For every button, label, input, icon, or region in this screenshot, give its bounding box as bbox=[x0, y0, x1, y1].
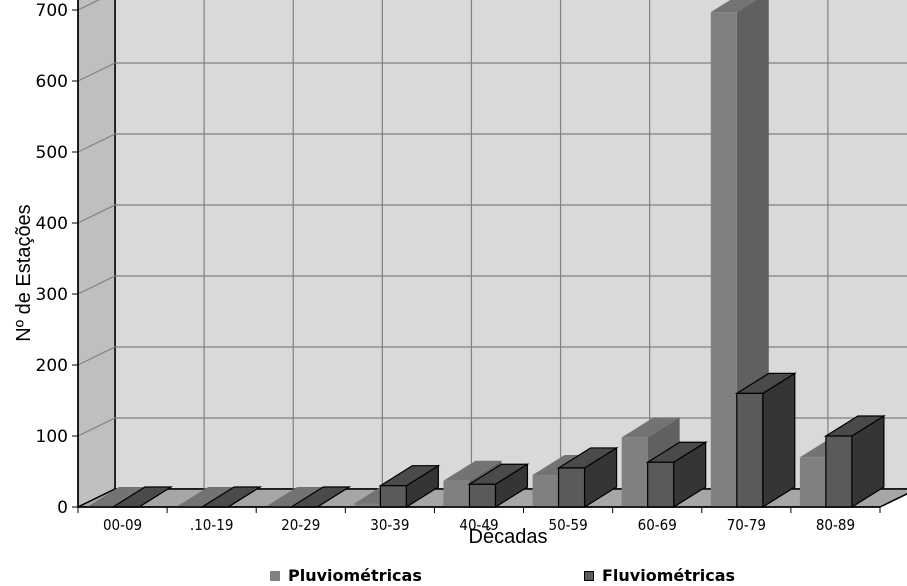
bar-pluviometricas-20-29 bbox=[265, 487, 324, 507]
bar-fluviometricas-60-69 bbox=[645, 441, 708, 509]
y-tick-label: 200 bbox=[36, 356, 68, 376]
y-tick-label: 500 bbox=[36, 143, 68, 163]
legend-swatch-fluviometricas bbox=[584, 570, 594, 581]
y-tick-label: 300 bbox=[36, 285, 68, 305]
x-tick-label: 60-69 bbox=[638, 516, 677, 534]
x-tick-label: 40-49 bbox=[459, 516, 498, 534]
bar-fluviometricas-30-39 bbox=[378, 464, 441, 509]
bars bbox=[87, 0, 886, 509]
x-tick-label: 70-79 bbox=[727, 516, 766, 534]
bar-fluviometricas-40-49 bbox=[467, 463, 530, 509]
x-axis-title: Décadas bbox=[469, 526, 548, 548]
x-tick-label: .10-19 bbox=[190, 516, 234, 534]
legend-label-pluviometricas: Pluviométricas bbox=[288, 566, 422, 585]
y-tick-label: 100 bbox=[36, 427, 68, 447]
bar-fluviometricas-70-79 bbox=[734, 372, 797, 509]
bar-chart-3d: 0100200300400500600700800 00-09.10-1920-… bbox=[13, 0, 907, 548]
bar-fluviometricas-50-59 bbox=[556, 446, 619, 509]
legend: Pluviométricas Fluviométricas bbox=[0, 566, 907, 586]
y-tick-label: 0 bbox=[57, 498, 68, 518]
x-tick-labels: 00-09 .10-19 20-29 30-39 40-49 50-59 60-69 70-7… bbox=[77, 0, 881, 534]
x-tick-label: 00-09 bbox=[103, 516, 142, 534]
bar-fluviometricas-80-89 bbox=[823, 414, 886, 509]
legend-label-fluviometricas: Fluviométricas bbox=[602, 566, 736, 585]
x-tick-label: 80-89 bbox=[816, 516, 855, 534]
legend-swatch-pluviometricas bbox=[270, 570, 280, 581]
legend-item-pluviometricas: Pluviométricas bbox=[270, 566, 422, 585]
bar-pluviometricas-00-09 bbox=[87, 487, 145, 507]
x-tick-label: 20-29 bbox=[281, 516, 320, 534]
grid-line-y bbox=[77, 0, 100, 11]
y-axis-title: Nº de Estações bbox=[13, 204, 35, 341]
y-tick-label: 400 bbox=[36, 214, 68, 234]
x-tick-label: 50-59 bbox=[549, 516, 588, 534]
y-tick-label: 700 bbox=[36, 1, 68, 21]
x-tick-label: 30-39 bbox=[370, 516, 409, 534]
side-wall bbox=[77, 0, 116, 509]
grid-lines bbox=[77, 0, 907, 489]
legend-item-fluviometricas: Fluviométricas bbox=[584, 566, 735, 585]
bar-pluviometricas-.10-19 bbox=[176, 487, 235, 507]
y-tick-labels: 0100200300400500600700800 bbox=[36, 1, 78, 518]
y-tick-label: 600 bbox=[36, 72, 68, 92]
